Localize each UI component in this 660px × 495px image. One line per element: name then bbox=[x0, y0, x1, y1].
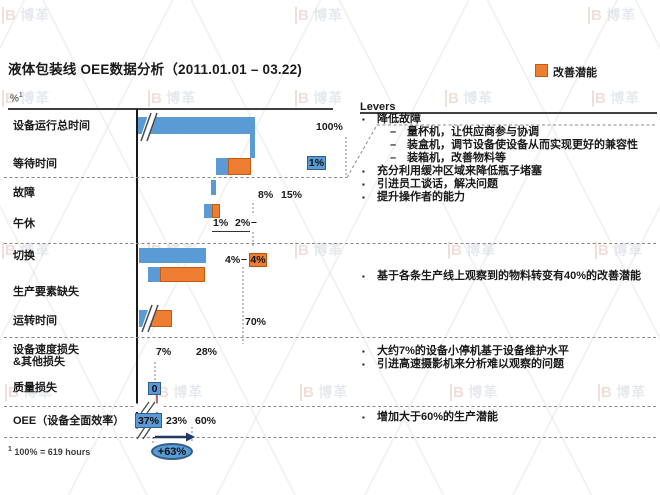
watermark-logo: B 博革 bbox=[295, 240, 343, 260]
value-box-oee-37pct: 37% bbox=[135, 413, 162, 428]
row-label-total-time: 设备运行总时间 bbox=[13, 120, 90, 132]
lever-item-operator-skill: 提升操作者的能力 bbox=[377, 191, 465, 203]
value-23pct: 23% bbox=[166, 415, 188, 427]
bullet-icon: ▪ bbox=[362, 167, 365, 176]
row-label-missing-elements: 生产要素缺失 bbox=[13, 286, 79, 298]
bar-missing-elements-improvement bbox=[160, 267, 205, 282]
watermark-logo: B 博革 bbox=[598, 382, 646, 402]
watermark-logo: B 博革 bbox=[588, 5, 636, 25]
watermark-logo: B 博革 bbox=[450, 382, 498, 402]
bullet-icon: ▪ bbox=[362, 180, 365, 189]
lever-item-high-speed-camera: 引进高速摄影机来分析难以观察的问题 bbox=[377, 358, 564, 370]
lever-sub-case-packer: 装箱机，改善物料等 bbox=[407, 152, 506, 164]
lever-sub-cup-machine: 量杯机，让供应商参与协调 bbox=[407, 126, 539, 138]
bullet-icon: ▪ bbox=[362, 193, 365, 202]
bullet-icon: ▪ bbox=[362, 413, 365, 422]
dashed-connectors bbox=[152, 137, 347, 445]
watermark-logo: B 博革 bbox=[295, 5, 343, 25]
value-box-4pct-improvement: 4% bbox=[249, 253, 267, 267]
watermark-logo: B 博革 bbox=[445, 88, 493, 108]
bar-total-time bbox=[138, 117, 255, 134]
lever-item-material-40pct: 基于各条生产线上观察到的物料转变有40%的改善潜能 bbox=[377, 270, 642, 282]
value-8pct: 8% bbox=[258, 189, 274, 201]
bar-waiting-blue bbox=[216, 158, 228, 175]
watermark-logo: B 博革 bbox=[592, 88, 640, 108]
watermark-logo: B 博革 bbox=[148, 88, 196, 108]
watermark-logo: B 博革 bbox=[2, 5, 50, 25]
row-label-quality-loss: 质量损失 bbox=[13, 382, 57, 394]
value-70pct: 70% bbox=[245, 316, 267, 328]
lever-item-gain-60pct: 增加大于60%的生产潜能 bbox=[377, 411, 499, 423]
bar-lunch-improvement bbox=[212, 204, 220, 218]
levers-header-rule bbox=[360, 112, 657, 114]
value-28pct: 28% bbox=[196, 346, 218, 358]
bar-connector bbox=[250, 134, 255, 158]
row-label-running-time: 运转时间 bbox=[13, 315, 57, 327]
bullet-icon: ▪ bbox=[362, 115, 365, 124]
watermark-logo: B 博革 bbox=[300, 382, 348, 402]
row-label-speed-loss: 设备速度损失 &其他损失 bbox=[13, 344, 79, 368]
bullet-icon: ▪ bbox=[362, 347, 365, 356]
value-7pct: 7% bbox=[156, 346, 172, 358]
value-60pct: 60% bbox=[195, 415, 217, 427]
value-15pct: 15% bbox=[281, 189, 303, 201]
value-box-1pct: 1% bbox=[307, 156, 326, 170]
bar-running-time-improvement bbox=[151, 310, 172, 327]
lever-item-minor-stops-7pct: 大约7%的设备小停机基于设备维护水平 bbox=[377, 345, 569, 357]
row-label-lunch: 午休 bbox=[13, 218, 35, 230]
value-100pct: 100% bbox=[316, 121, 343, 133]
bar-waiting-improvement bbox=[228, 158, 251, 175]
bar-changeover bbox=[139, 248, 206, 263]
sub-dash-icon: – bbox=[390, 139, 397, 151]
arrow-37-to-60 bbox=[153, 432, 195, 442]
bullet-icon: ▪ bbox=[362, 272, 365, 281]
lever-item-buffer-zone: 充分利用缓冲区域来降低瓶子堵塞 bbox=[377, 165, 542, 177]
value-lunch-1pct: 1% bbox=[213, 217, 229, 229]
row-label-waiting: 等待时间 bbox=[13, 158, 57, 170]
sub-dash-icon: – bbox=[390, 152, 397, 164]
lever-item-employee-talks: 引进员工谈话，解决问题 bbox=[377, 178, 498, 190]
value-changeover-dash: – bbox=[241, 253, 247, 265]
lever-item-reduce-breakdown: 降低故障 bbox=[377, 113, 421, 125]
chart-top-rule bbox=[8, 108, 333, 110]
levers-header: Levers bbox=[360, 101, 396, 113]
bar-missing-elements-blue bbox=[148, 267, 160, 282]
row-label-changeover: 切换 bbox=[13, 250, 35, 262]
axis-unit-label: %1 bbox=[10, 92, 23, 105]
value-changeover-4pct: 4% bbox=[225, 254, 241, 266]
lever-sub-cartoner: 装盒机，调节设备使设备从而实现更好的兼容性 bbox=[407, 139, 638, 151]
watermark-logo: B 博革 bbox=[448, 240, 496, 260]
value-box-quality-0: 0 bbox=[148, 382, 161, 395]
page-title: 液体包装线 OEE数据分析（2011.01.01 – 03.22) bbox=[8, 62, 302, 77]
bar-running-time-blue bbox=[139, 310, 151, 327]
value-lunch-2pct: 2% bbox=[235, 217, 251, 229]
bar-breakdown bbox=[211, 180, 216, 195]
watermark-logo: B 博革 bbox=[155, 382, 203, 402]
bar-lunch-blue bbox=[204, 204, 212, 218]
legend-label: 改善潜能 bbox=[553, 67, 597, 79]
watermark-logo: B 博革 bbox=[295, 88, 343, 108]
watermark-logo: B 博革 bbox=[595, 240, 643, 260]
sub-dash-icon: – bbox=[390, 126, 397, 138]
chart-baseline-axis bbox=[136, 109, 138, 437]
footnote: 1 100% = 619 hours bbox=[8, 446, 91, 457]
legend-swatch-improvement bbox=[535, 64, 548, 77]
row-label-breakdown: 故障 bbox=[13, 187, 35, 199]
row-label-oee: OEE（设备全面效率） bbox=[13, 415, 125, 427]
bullet-icon: ▪ bbox=[362, 360, 365, 369]
gain-badge: +63% bbox=[151, 443, 193, 460]
value-lunch-dash: – bbox=[251, 216, 257, 228]
